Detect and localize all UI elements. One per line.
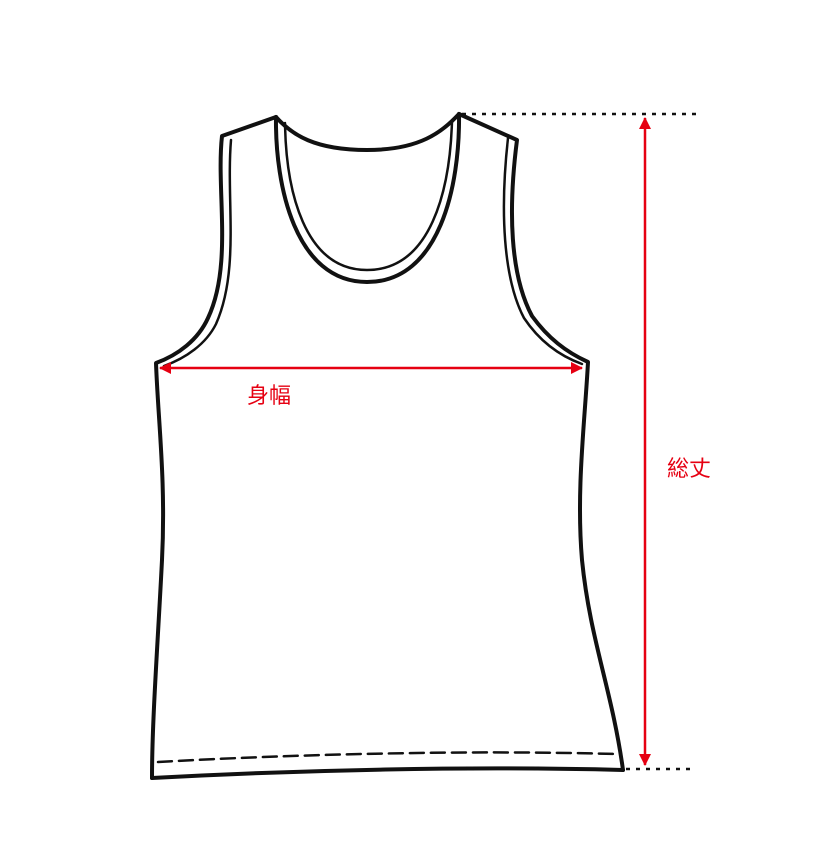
neckline-inner bbox=[273, 112, 462, 284]
right-armhole-binding bbox=[502, 136, 584, 366]
right-side-outline bbox=[457, 112, 625, 772]
hem-outline bbox=[150, 766, 625, 780]
guide-lines bbox=[462, 112, 697, 771]
binding-lines bbox=[156, 119, 618, 764]
body-width-label: 身幅 bbox=[247, 384, 292, 409]
hem-stitch-dashed bbox=[156, 751, 618, 764]
total-length-label: 総丈 bbox=[667, 457, 712, 482]
measurement-arrows bbox=[159, 117, 651, 766]
neckline-outer bbox=[274, 112, 461, 152]
tank-top-outline bbox=[150, 112, 625, 780]
left-side-outline bbox=[150, 115, 278, 780]
left-armhole-binding bbox=[162, 138, 233, 368]
neck-binding-inner-line bbox=[283, 119, 454, 272]
